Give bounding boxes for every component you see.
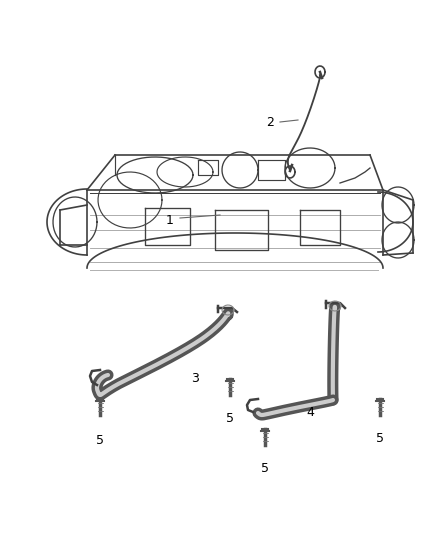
Text: 5: 5: [376, 432, 384, 445]
Text: 5: 5: [226, 411, 234, 424]
Text: 2: 2: [266, 116, 274, 128]
Text: 5: 5: [96, 433, 104, 447]
Text: 3: 3: [191, 372, 199, 384]
Text: 5: 5: [261, 462, 269, 474]
Text: 1: 1: [166, 214, 174, 227]
Text: 4: 4: [306, 407, 314, 419]
